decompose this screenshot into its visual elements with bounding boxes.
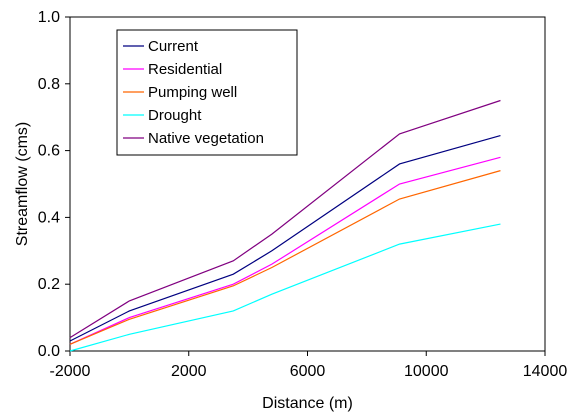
x-tick-label: 6000: [290, 363, 326, 380]
x-tick-label: -2000: [50, 363, 91, 380]
series-group: [69, 99, 501, 352]
legend-label: Pumping well: [148, 84, 237, 101]
x-tick-label: 14000: [523, 363, 568, 380]
axes: 0.0 0.2 0.4 0.6 0.8 1.0 -2000 2000 6000 10000 1400…: [38, 9, 568, 380]
series-line-native-vegetation: [69, 99, 501, 339]
series-line-drought: [69, 223, 501, 352]
y-tick-label: 0.6: [38, 143, 60, 160]
legend-label: Native vegetation: [148, 130, 264, 147]
y-tick-label: 0.0: [38, 343, 60, 360]
legend: Current Residential Pumping well Drought Nat…: [116, 29, 298, 156]
y-tick-label: 0.4: [38, 209, 60, 226]
y-tick-label: 1.0: [38, 9, 60, 26]
legend-label: Drought: [148, 107, 202, 124]
x-tick-label: 2000: [171, 363, 207, 380]
y-tick-label: 0.2: [38, 276, 60, 293]
legend-box: [116, 29, 298, 156]
series-line-residential: [69, 156, 501, 345]
series-line-current: [69, 134, 501, 342]
legend-label: Current: [148, 38, 199, 55]
series-line-pumping-well: [69, 170, 501, 345]
legend-label: Residential: [148, 61, 222, 78]
y-tick-label: 0.8: [38, 76, 60, 93]
x-axis-title: Distance (m): [262, 395, 353, 412]
y-axis-title: Streamflow (cms): [14, 122, 31, 246]
x-tick-label: 10000: [404, 363, 449, 380]
